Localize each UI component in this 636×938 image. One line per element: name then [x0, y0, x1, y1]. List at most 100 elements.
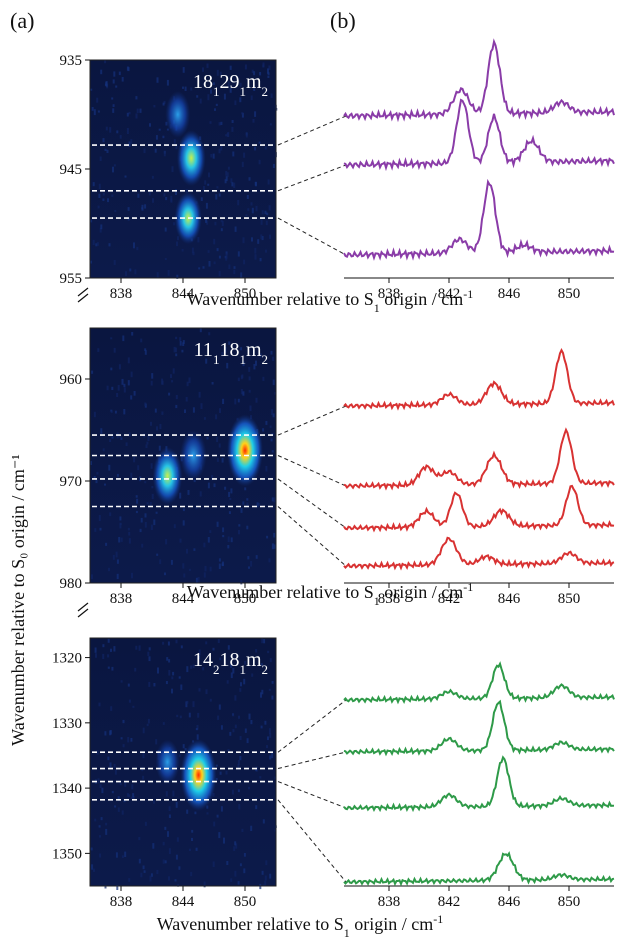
noise-speck — [239, 755, 242, 761]
noise-speck — [227, 132, 230, 137]
band-label-main: 18 — [219, 649, 239, 671]
noise-speck — [265, 860, 268, 866]
noise-speck — [94, 818, 97, 822]
noise-speck — [270, 438, 273, 442]
noise-speck — [90, 847, 93, 851]
noise-speck — [165, 197, 168, 201]
noise-speck — [227, 645, 230, 650]
noise-speck — [249, 405, 252, 412]
noise-speck — [268, 688, 271, 691]
noise-speck — [243, 259, 246, 265]
noise-speck — [184, 748, 187, 751]
noise-speck — [225, 176, 228, 182]
noise-speck — [99, 784, 102, 788]
x-tick-label: 842 — [438, 286, 461, 302]
noise-speck — [98, 825, 101, 828]
band-label-sub: 1 — [239, 352, 246, 367]
noise-speck — [240, 580, 243, 585]
noise-speck — [218, 148, 221, 154]
noise-speck — [182, 744, 185, 749]
noise-speck — [104, 60, 107, 64]
noise-speck — [238, 530, 240, 535]
noise-speck — [227, 545, 230, 549]
heatmap-hotspot — [180, 739, 217, 812]
noise-speck — [111, 790, 114, 794]
noise-speck — [171, 380, 174, 383]
noise-speck — [261, 638, 264, 644]
noise-speck — [225, 770, 228, 775]
noise-speck — [139, 108, 142, 113]
spectrum-trace — [343, 536, 615, 571]
noise-speck — [106, 149, 109, 153]
noise-speck — [148, 190, 151, 196]
noise-speck — [115, 551, 118, 558]
noise-speck — [232, 151, 235, 157]
noise-speck — [168, 806, 171, 811]
noise-speck — [132, 705, 135, 708]
noise-speck — [228, 341, 231, 345]
noise-speck — [243, 853, 246, 857]
noise-speck — [135, 113, 138, 119]
noise-speck — [99, 227, 102, 233]
noise-speck — [267, 179, 270, 185]
noise-speck — [218, 122, 221, 126]
noise-speck — [268, 65, 271, 70]
noise-speck — [191, 829, 194, 833]
noise-speck — [116, 559, 119, 564]
noise-speck — [186, 548, 188, 554]
x-axis-label-main: Wavenumber relative to S — [187, 582, 374, 602]
noise-speck — [207, 94, 210, 101]
connector-line — [277, 217, 347, 256]
noise-speck — [220, 725, 223, 730]
noise-speck — [127, 737, 130, 743]
noise-speck — [186, 809, 189, 814]
noise-speck — [107, 198, 109, 203]
noise-speck — [266, 212, 269, 216]
noise-speck — [213, 261, 216, 265]
noise-speck — [134, 667, 137, 672]
noise-speck — [156, 869, 159, 875]
noise-speck — [175, 353, 178, 357]
noise-speck — [228, 491, 231, 498]
band-label-sub: 1 — [239, 662, 246, 677]
noise-speck — [229, 731, 232, 736]
noise-speck — [258, 159, 261, 165]
noise-speck — [219, 71, 222, 76]
noise-speck — [155, 739, 158, 745]
band-label: 181291m2 — [193, 71, 268, 99]
noise-speck — [205, 641, 208, 645]
noise-speck — [112, 79, 115, 84]
noise-speck — [123, 383, 126, 388]
noise-speck — [109, 730, 112, 735]
noise-speck — [255, 397, 258, 403]
noise-speck — [215, 194, 218, 200]
noise-speck — [216, 814, 219, 818]
noise-speck — [163, 151, 166, 157]
noise-speck — [246, 195, 249, 199]
noise-speck — [260, 663, 263, 666]
noise-speck — [102, 138, 105, 143]
noise-speck — [264, 880, 267, 886]
noise-speck — [221, 352, 224, 356]
noise-speck — [185, 189, 188, 194]
noise-speck — [95, 653, 97, 658]
noise-speck — [150, 421, 152, 426]
noise-speck — [254, 111, 257, 117]
noise-speck — [171, 688, 173, 694]
noise-speck — [228, 264, 231, 269]
noise-speck — [151, 175, 154, 179]
noise-speck — [119, 516, 122, 521]
noise-speck — [237, 881, 240, 885]
x-axis-label-sub: 1 — [374, 594, 380, 608]
noise-speck — [262, 884, 265, 887]
noise-speck — [193, 479, 196, 483]
noise-speck — [198, 391, 201, 398]
spectrum-trace — [343, 98, 615, 172]
noise-speck — [255, 205, 258, 212]
noise-speck — [144, 821, 147, 826]
noise-speck — [149, 875, 152, 882]
noise-speck — [245, 133, 248, 138]
noise-speck — [188, 568, 191, 571]
